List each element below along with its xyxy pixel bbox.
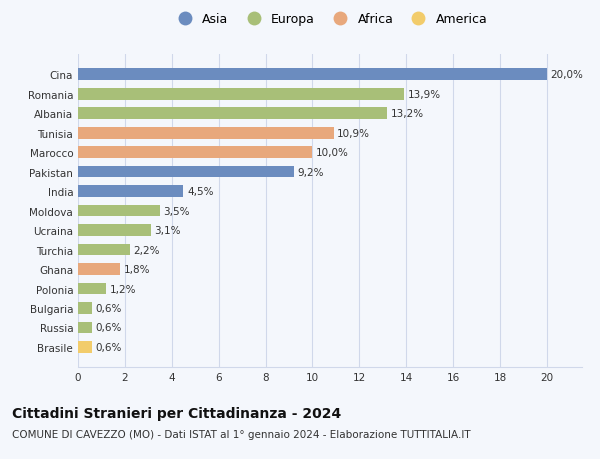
Text: 0,6%: 0,6% <box>95 323 122 333</box>
Bar <box>78 69 547 81</box>
Bar <box>78 302 92 314</box>
Text: 1,2%: 1,2% <box>110 284 136 294</box>
Bar <box>78 147 313 159</box>
Text: 0,6%: 0,6% <box>95 303 122 313</box>
Bar <box>78 89 404 101</box>
Text: 0,6%: 0,6% <box>95 342 122 352</box>
Bar <box>78 186 184 197</box>
Bar <box>78 244 130 256</box>
Text: 3,5%: 3,5% <box>164 206 190 216</box>
Bar <box>78 263 120 275</box>
Text: 1,8%: 1,8% <box>124 264 150 274</box>
Bar <box>78 322 92 334</box>
Text: 13,2%: 13,2% <box>391 109 424 119</box>
Text: 3,1%: 3,1% <box>154 225 181 235</box>
Text: 4,5%: 4,5% <box>187 187 214 197</box>
Bar <box>78 108 388 120</box>
Bar <box>78 225 151 236</box>
Text: COMUNE DI CAVEZZO (MO) - Dati ISTAT al 1° gennaio 2024 - Elaborazione TUTTITALIA: COMUNE DI CAVEZZO (MO) - Dati ISTAT al 1… <box>12 429 470 439</box>
Text: 13,9%: 13,9% <box>407 90 440 100</box>
Legend: Asia, Europa, Africa, America: Asia, Europa, Africa, America <box>172 13 488 26</box>
Bar <box>78 205 160 217</box>
Text: Cittadini Stranieri per Cittadinanza - 2024: Cittadini Stranieri per Cittadinanza - 2… <box>12 406 341 420</box>
Text: 10,9%: 10,9% <box>337 129 370 139</box>
Text: 10,0%: 10,0% <box>316 148 349 158</box>
Bar <box>78 283 106 295</box>
Text: 2,2%: 2,2% <box>133 245 160 255</box>
Text: 20,0%: 20,0% <box>550 70 583 80</box>
Bar <box>78 341 92 353</box>
Bar <box>78 128 334 139</box>
Bar <box>78 167 293 178</box>
Text: 9,2%: 9,2% <box>297 167 323 177</box>
